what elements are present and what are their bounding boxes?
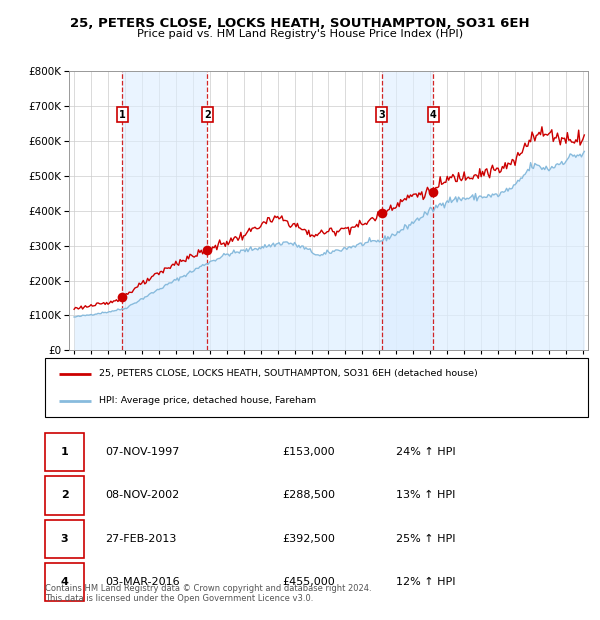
Text: 2: 2 (61, 490, 68, 500)
Text: £392,500: £392,500 (282, 534, 335, 544)
Text: 03-MAR-2016: 03-MAR-2016 (105, 577, 179, 587)
Bar (122, 71, 207, 350)
Text: Contains HM Land Registry data © Crown copyright and database right 2024.
This d: Contains HM Land Registry data © Crown c… (45, 584, 371, 603)
Text: 27-FEB-2013: 27-FEB-2013 (105, 534, 176, 544)
Text: 1: 1 (119, 110, 126, 120)
Text: 08-NOV-2002: 08-NOV-2002 (105, 490, 179, 500)
Text: 1: 1 (61, 447, 68, 457)
Text: Price paid vs. HM Land Registry's House Price Index (HPI): Price paid vs. HM Land Registry's House … (137, 29, 463, 39)
Text: 3: 3 (379, 110, 385, 120)
Text: £153,000: £153,000 (282, 447, 335, 457)
Text: 25, PETERS CLOSE, LOCKS HEATH, SOUTHAMPTON, SO31 6EH (detached house): 25, PETERS CLOSE, LOCKS HEATH, SOUTHAMPT… (100, 369, 478, 378)
Text: HPI: Average price, detached house, Fareham: HPI: Average price, detached house, Fare… (100, 396, 316, 405)
Text: 07-NOV-1997: 07-NOV-1997 (105, 447, 179, 457)
Text: 4: 4 (61, 577, 68, 587)
Text: 4: 4 (430, 110, 437, 120)
Text: 25, PETERS CLOSE, LOCKS HEATH, SOUTHAMPTON, SO31 6EH: 25, PETERS CLOSE, LOCKS HEATH, SOUTHAMPT… (70, 17, 530, 30)
Text: 13% ↑ HPI: 13% ↑ HPI (396, 490, 455, 500)
Text: 25% ↑ HPI: 25% ↑ HPI (396, 534, 455, 544)
Bar (382, 71, 433, 350)
Text: 3: 3 (61, 534, 68, 544)
Text: £288,500: £288,500 (282, 490, 335, 500)
Text: 12% ↑ HPI: 12% ↑ HPI (396, 577, 455, 587)
Text: 24% ↑ HPI: 24% ↑ HPI (396, 447, 455, 457)
Text: 2: 2 (204, 110, 211, 120)
Text: £455,000: £455,000 (282, 577, 335, 587)
